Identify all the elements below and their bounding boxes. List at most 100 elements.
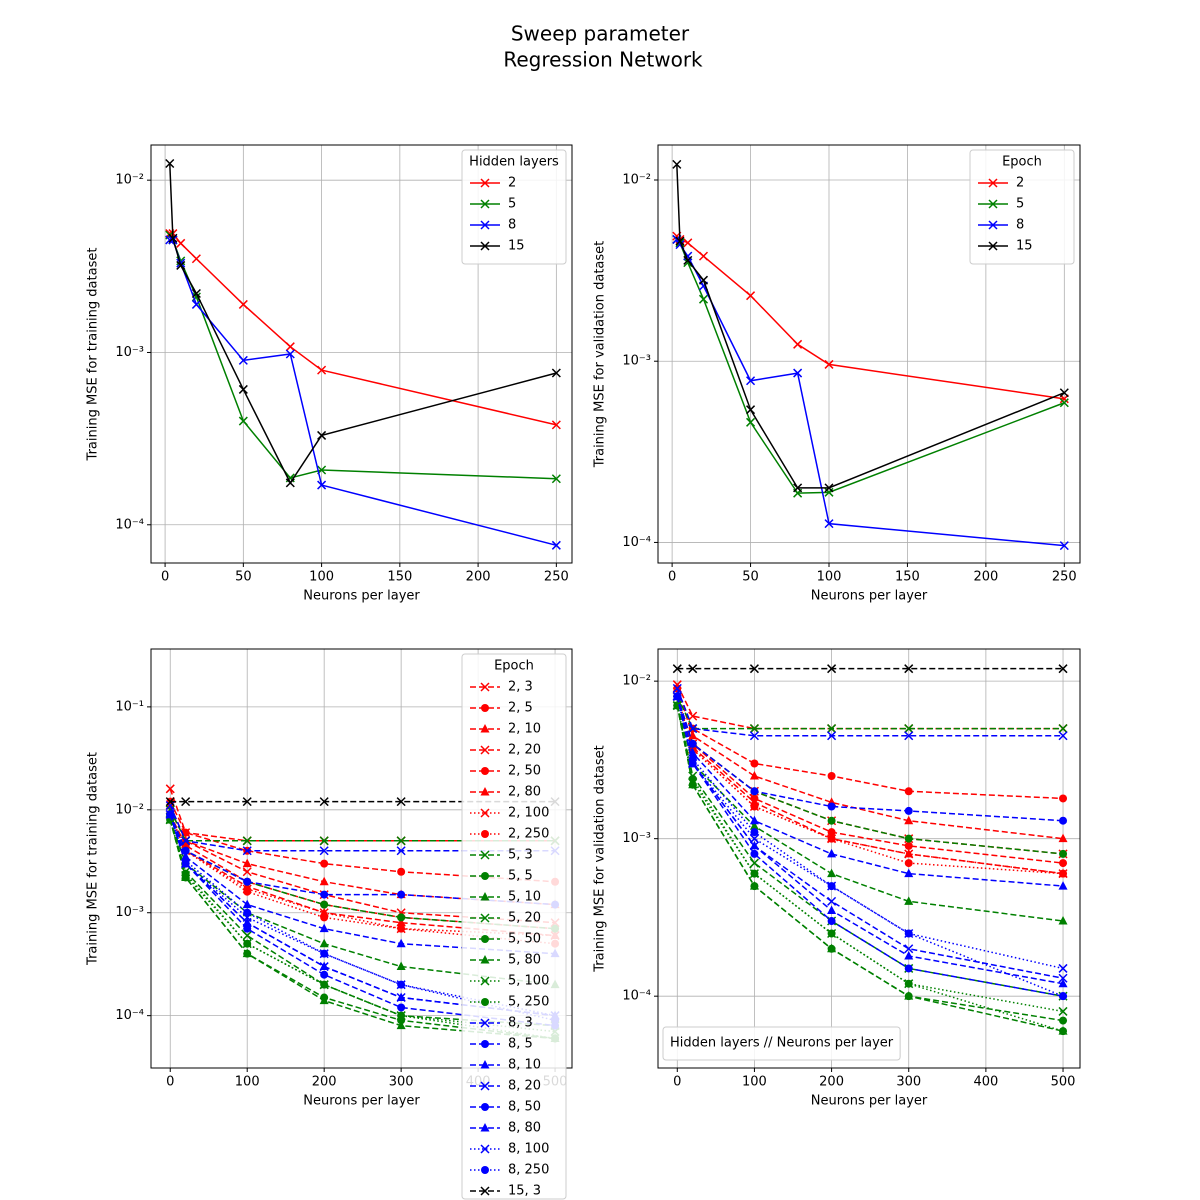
marker: [827, 828, 836, 837]
marker: [750, 787, 759, 796]
marker: [672, 664, 682, 674]
legend-label: 5, 5: [508, 869, 533, 884]
marker: [988, 220, 998, 230]
marker: [749, 731, 759, 741]
marker: [551, 540, 561, 550]
legend-title: Hidden layers // Neurons per layer: [670, 1036, 894, 1051]
series-line: [676, 696, 1064, 887]
legend-label: 15: [508, 239, 525, 254]
marker: [480, 955, 490, 964]
y-axis-label: Training MSE for validation dataset: [593, 745, 608, 973]
legend-label: 15, 3: [508, 1184, 541, 1199]
legend-label: 8, 10: [508, 1058, 541, 1073]
series-line: [676, 696, 1064, 822]
marker: [904, 896, 914, 905]
legend-label: 2: [1016, 176, 1024, 191]
marker: [688, 711, 698, 721]
series-line: [169, 814, 556, 906]
marker: [1058, 881, 1068, 890]
marker: [168, 233, 178, 243]
series-line: [676, 696, 1064, 855]
marker: [396, 917, 406, 927]
series-line: [676, 239, 1065, 547]
marker: [481, 767, 489, 775]
marker: [396, 836, 406, 846]
subplot: 0 100 200 300 400 500 10⁻⁴ 10⁻³ 10⁻² Neurons per …: [593, 648, 1081, 1109]
marker: [988, 241, 998, 251]
marker: [1059, 859, 1068, 868]
marker: [749, 724, 759, 734]
marker: [397, 867, 406, 876]
series-line: [676, 164, 1065, 489]
marker: [397, 1003, 406, 1012]
series-line: [169, 819, 556, 1040]
x-axis-label: Neurons per layer: [303, 589, 420, 604]
marker: [319, 938, 329, 948]
legend: Epoch 2, 3 2, 5 2, 10 2, 20 2, 50 2, 80 2, 100 2…: [461, 653, 567, 1200]
legend-label: 2, 3: [508, 680, 533, 695]
marker: [688, 774, 697, 783]
marker: [904, 724, 914, 734]
marker: [317, 480, 327, 490]
legend-label: 2, 10: [508, 722, 541, 737]
marker: [746, 405, 756, 415]
series-line: [169, 819, 556, 1040]
marker: [1058, 833, 1068, 843]
subplot: 010020030040050010⁻⁴10⁻³10⁻²10⁻¹Neurons …: [86, 648, 573, 1200]
marker: [396, 938, 406, 948]
x-tick-label: 250: [1052, 570, 1077, 585]
marker: [827, 848, 837, 858]
series-line: [676, 705, 1064, 1013]
x-tick-label: 200: [819, 1075, 844, 1090]
marker: [320, 900, 329, 909]
y-tick-label: 10⁻²: [622, 674, 651, 689]
series-line: [676, 696, 1064, 875]
series-line: [169, 814, 556, 1027]
x-tick-label: 0: [161, 570, 169, 585]
marker: [319, 836, 329, 846]
marker: [1059, 388, 1069, 398]
marker: [480, 1060, 490, 1069]
marker: [904, 859, 913, 868]
marker: [317, 365, 327, 375]
marker: [551, 420, 561, 430]
y-axis-label: Training MSE for training dataset: [86, 752, 101, 966]
marker: [319, 923, 329, 933]
marker: [698, 275, 709, 285]
series-line: [676, 696, 1064, 855]
marker: [551, 368, 561, 378]
y-tick-label: 10⁻²: [622, 172, 651, 187]
marker: [480, 1144, 490, 1154]
series-line: [676, 696, 1064, 875]
marker: [672, 159, 682, 169]
marker: [1059, 1016, 1068, 1025]
marker: [749, 858, 759, 868]
series-line: [169, 819, 556, 986]
marker: [827, 896, 837, 906]
marker: [749, 834, 759, 844]
marker: [320, 949, 329, 958]
y-tick-label: 10⁻³: [115, 345, 144, 360]
x-tick-label: 400: [973, 1075, 998, 1090]
legend-label: 8, 20: [508, 1079, 541, 1094]
series-line: [676, 705, 1064, 997]
x-tick-label: 0: [668, 570, 676, 585]
marker: [1059, 398, 1069, 408]
marker: [1058, 916, 1068, 925]
marker: [480, 1186, 490, 1196]
marker: [320, 913, 329, 922]
marker: [480, 745, 490, 755]
series-line: [169, 239, 557, 547]
marker: [673, 692, 682, 701]
series-line: [676, 696, 1064, 730]
marker: [749, 770, 759, 780]
marker: [551, 474, 561, 484]
plot-area: [672, 664, 1068, 1036]
marker: [749, 815, 759, 825]
marker: [480, 787, 490, 796]
marker: [181, 797, 191, 807]
y-tick-label: 10⁻²: [115, 173, 144, 188]
marker: [480, 220, 490, 230]
x-tick-label: 500: [1051, 1075, 1076, 1090]
series-line: [169, 801, 556, 883]
